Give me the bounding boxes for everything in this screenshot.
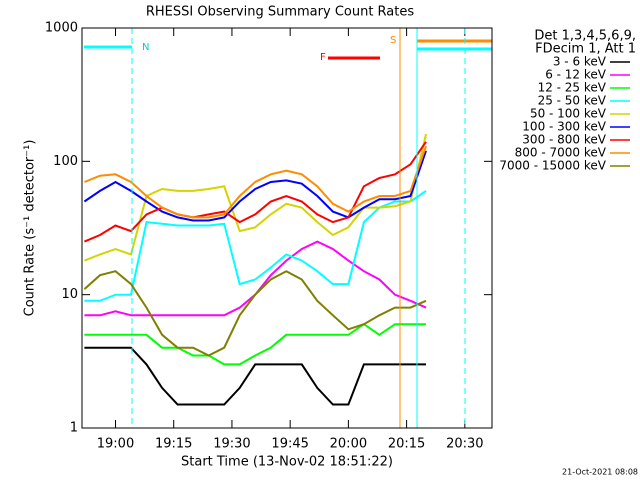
y-axis-label: Count Rate (s⁻¹ detector⁻¹) [23,140,38,317]
annotation: N [142,42,149,53]
x-tick-label: 20:30 [446,437,483,452]
axes-frame [81,27,493,429]
y-tick-label: 100 [53,154,78,169]
legend-label: 3 - 6 keV [553,55,607,69]
data-line [84,346,426,406]
x-tick-label: 19:15 [155,437,192,452]
plot-area: 1 10 100 1000 19:00 19:15 19:30 19:45 20:00 20:15… [45,21,492,452]
annotation: F [320,52,326,63]
data-line [83,270,427,357]
legend-label: 7000 - 15000 keV [499,159,606,173]
x-tick-label: 19:45 [271,437,308,452]
x-tick-label: 19:30 [213,437,250,452]
annotation: S [390,35,396,46]
x-tick-label: 19:00 [97,437,134,452]
annotation-markers: N F S [84,28,492,428]
legend-label: 800 - 7000 keV [515,146,607,160]
y-tick-label: 1000 [45,21,78,36]
legend-label: 12 - 25 keV [538,81,607,95]
data-line [84,190,427,302]
x-tick-label: 20:00 [330,437,367,452]
data-line [84,133,427,262]
legend-label: 300 - 800 keV [522,133,606,147]
legend-label: 50 - 100 keV [530,107,607,121]
x-axis-label: Start Time (13-Nov-02 18:51:22) [181,455,393,470]
legend-label: 6 - 12 keV [545,68,607,82]
data-line [83,150,427,222]
legend-label: 25 - 50 keV [538,94,607,108]
legend-title: Det 1,3,4,5,6,9, [534,29,636,44]
chart-title: RHESSI Observing Summary Count Rates [146,5,415,20]
legend-label: 100 - 300 keV [522,120,606,134]
y-tick-label: 1 [70,421,78,436]
footer: 21-Oct-2021 08:08 [562,468,638,477]
x-tick-label: 20:15 [388,437,425,452]
data-line [84,145,427,219]
data-line [84,141,427,243]
data-line [84,322,426,366]
legend-title: FDecim 1, Att 1 [535,42,636,57]
y-tick-label: 10 [61,287,78,302]
